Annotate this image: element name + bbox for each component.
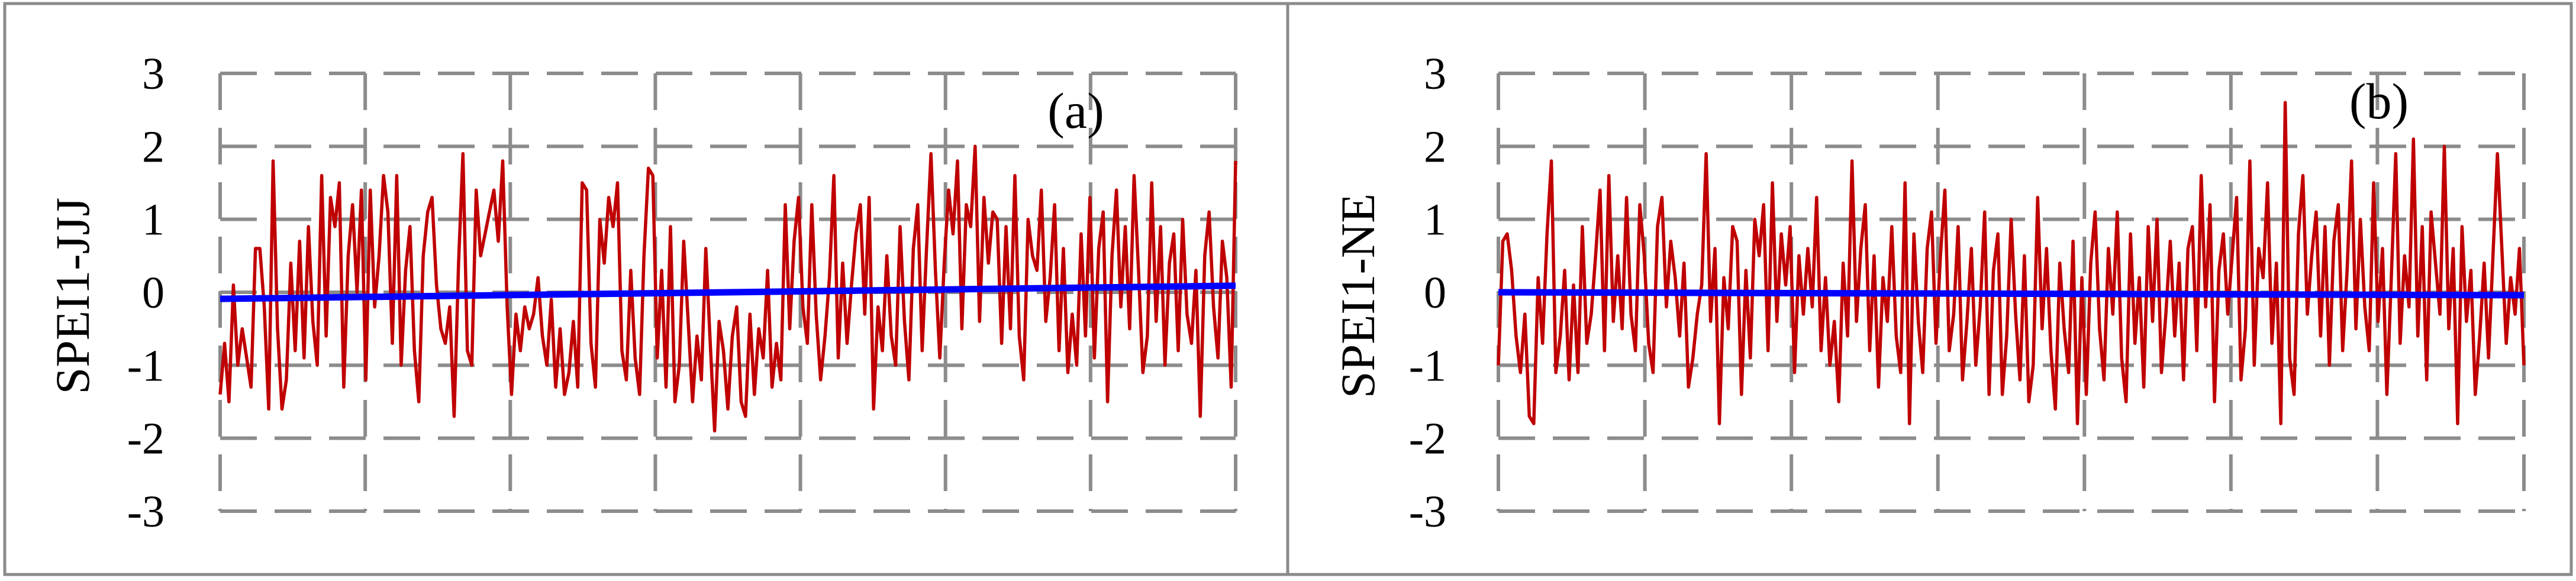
series-layer — [218, 144, 1237, 433]
panel-label-a: (a) — [1047, 82, 1104, 139]
y-tick-label: -3 — [127, 487, 165, 537]
y-tick-label: 1 — [1424, 195, 1446, 245]
y-tick-label: 2 — [142, 122, 165, 172]
y-tick-label: 0 — [1424, 268, 1446, 318]
y-tick-label: 1 — [142, 195, 165, 245]
y-axis-title: SPEI1-NE — [1331, 193, 1385, 398]
spei-series-line — [218, 144, 1237, 433]
panel-label-b: (b) — [2349, 73, 2409, 130]
y-tick-labels: 3 2 1 0 -1 -2 -3 — [127, 49, 165, 537]
y-tick-label: 3 — [1424, 49, 1446, 99]
y-tick-label: -2 — [1409, 414, 1446, 464]
y-tick-labels: 3 2 1 0 -1 -2 -3 — [1409, 49, 1446, 537]
y-tick-label: -3 — [1409, 487, 1446, 537]
trend-line — [220, 282, 1236, 302]
chart-panel-b: 3 2 1 0 -1 -2 -3 SPEI1-NE (b) — [1331, 49, 2526, 537]
chart-panel-a: 3 2 1 0 -1 -2 -3 SPEI1-JJJ (a) — [46, 49, 1237, 537]
series-layer — [1497, 101, 2526, 425]
y-tick-label: -1 — [1409, 341, 1446, 390]
y-tick-label: 2 — [1424, 122, 1446, 172]
y-tick-label: -2 — [127, 414, 165, 464]
y-tick-label: 3 — [142, 49, 165, 99]
y-axis-title: SPEI1-JJJ — [46, 198, 99, 395]
spei-series-line — [1497, 101, 2526, 425]
trend-line — [1498, 289, 2525, 299]
y-tick-label: -1 — [127, 341, 165, 390]
y-tick-label: 0 — [142, 268, 165, 318]
